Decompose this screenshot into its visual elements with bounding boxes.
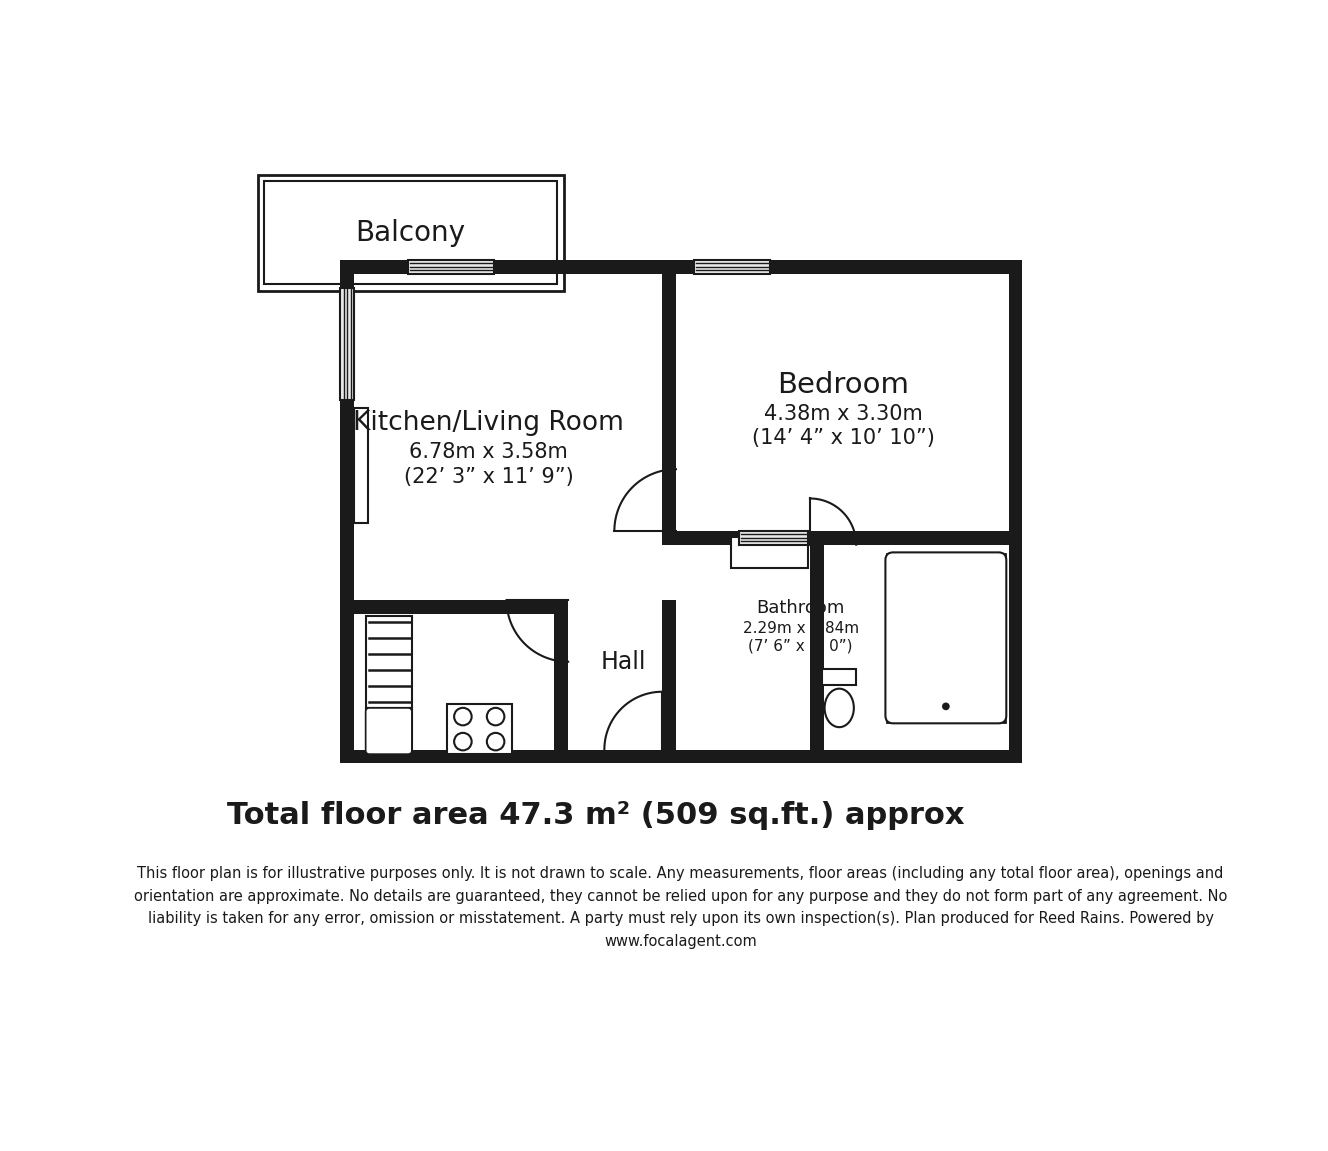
Bar (695, 260, 770, 274)
Bar (740, 531, 809, 544)
Bar (365, 708, 412, 754)
Bar (554, 600, 568, 749)
Text: (14’ 4” x 10’ 10”): (14’ 4” x 10’ 10”) (752, 428, 935, 449)
Text: Kitchen/Living Room: Kitchen/Living Room (353, 410, 624, 436)
Text: Balcony: Balcony (356, 219, 466, 246)
Text: (22’ 3” x 11’ 9”): (22’ 3” x 11’ 9”) (404, 467, 574, 487)
Bar (355, 407, 368, 523)
Ellipse shape (825, 688, 854, 727)
Bar (822, 670, 857, 685)
Bar (340, 288, 355, 399)
Bar (1009, 260, 1023, 763)
Text: Total floor area 47.3 m² (509 sq.ft.) approx: Total floor area 47.3 m² (509 sq.ft.) ap… (227, 801, 964, 830)
Circle shape (454, 708, 471, 725)
Bar (887, 554, 1005, 722)
Text: 4.38m x 3.30m: 4.38m x 3.30m (764, 404, 923, 424)
Bar (676, 749, 810, 763)
Circle shape (454, 733, 471, 750)
FancyBboxPatch shape (365, 708, 412, 754)
Bar (408, 260, 494, 274)
Bar (663, 600, 676, 749)
Bar (663, 531, 1009, 544)
Bar (663, 260, 676, 531)
Text: 6.78m x 3.58m: 6.78m x 3.58m (409, 442, 568, 463)
Bar (355, 407, 368, 523)
Bar (340, 260, 1023, 274)
Bar (258, 175, 563, 290)
Text: 2.29m x 1.84m: 2.29m x 1.84m (742, 622, 859, 637)
Text: Hall: Hall (600, 649, 647, 673)
Bar (695, 260, 770, 274)
Bar (340, 288, 355, 399)
Circle shape (942, 702, 950, 710)
Bar (408, 260, 494, 274)
Bar (340, 260, 1023, 763)
Bar (446, 704, 513, 754)
Bar (740, 531, 809, 544)
Bar (340, 749, 1023, 763)
Circle shape (487, 733, 505, 750)
Bar (264, 181, 558, 284)
Text: This floor plan is for illustrative purposes only. It is not drawn to scale. Any: This floor plan is for illustrative purp… (134, 866, 1227, 950)
Text: (7’ 6” x 6’ 0”): (7’ 6” x 6’ 0”) (749, 639, 853, 654)
Circle shape (487, 708, 505, 725)
Bar (732, 538, 809, 567)
Text: Bedroom: Bedroom (777, 371, 910, 398)
Bar (367, 616, 412, 708)
Bar (355, 600, 554, 613)
Text: Bathroom: Bathroom (757, 599, 845, 617)
Bar (810, 531, 823, 749)
FancyBboxPatch shape (886, 552, 1007, 723)
Bar (340, 260, 355, 763)
